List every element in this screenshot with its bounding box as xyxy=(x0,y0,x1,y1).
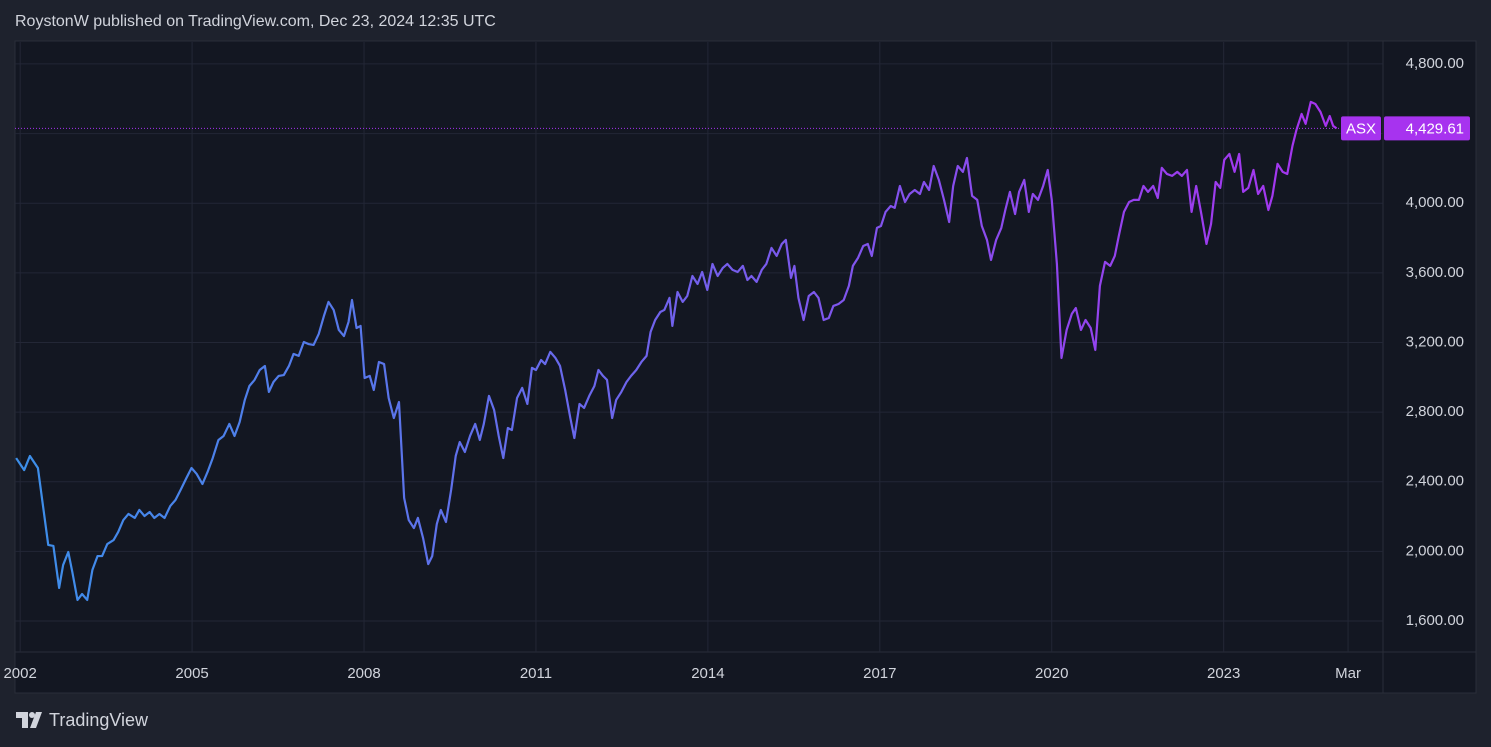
x-tick-label: Mar xyxy=(1335,665,1361,682)
x-tick-label: 2005 xyxy=(175,665,208,682)
brand-logo xyxy=(16,712,42,728)
chart-frame xyxy=(14,40,1477,694)
x-tick-label: 2002 xyxy=(3,665,36,682)
y-tick-label: 3,600.00 xyxy=(1406,264,1464,281)
price-tag xyxy=(1384,116,1470,141)
x-tick-label: 2023 xyxy=(1207,665,1240,682)
y-tick-label: 4,800.00 xyxy=(1406,55,1464,72)
series-name: ASX xyxy=(1346,120,1376,137)
series-name-tag xyxy=(1341,116,1381,141)
plot xyxy=(15,100,1383,602)
y-tick-label: 2,000.00 xyxy=(1406,542,1464,559)
y-tick-label: 1,600.00 xyxy=(1406,612,1464,629)
x-tick-label: 2020 xyxy=(1035,665,1068,682)
price-line xyxy=(15,100,1338,602)
x-tick-label: 2008 xyxy=(347,665,380,682)
header-text: RoystonW published on TradingView.com, D… xyxy=(15,13,496,30)
y-tick-label: 4,000.00 xyxy=(1406,194,1464,211)
price-tag-label: 4,429.61 xyxy=(1406,120,1464,137)
x-tick-label: 2017 xyxy=(863,665,896,682)
y-tick-label: 2,800.00 xyxy=(1406,403,1464,420)
x-tick-label: 2011 xyxy=(520,665,552,682)
x-tick-label: 2014 xyxy=(691,665,724,682)
y-tick-label: 2,400.00 xyxy=(1406,473,1464,490)
grid xyxy=(15,42,1383,652)
y-tick-label: 3,200.00 xyxy=(1406,333,1464,350)
brand-name: TradingView xyxy=(49,710,149,730)
